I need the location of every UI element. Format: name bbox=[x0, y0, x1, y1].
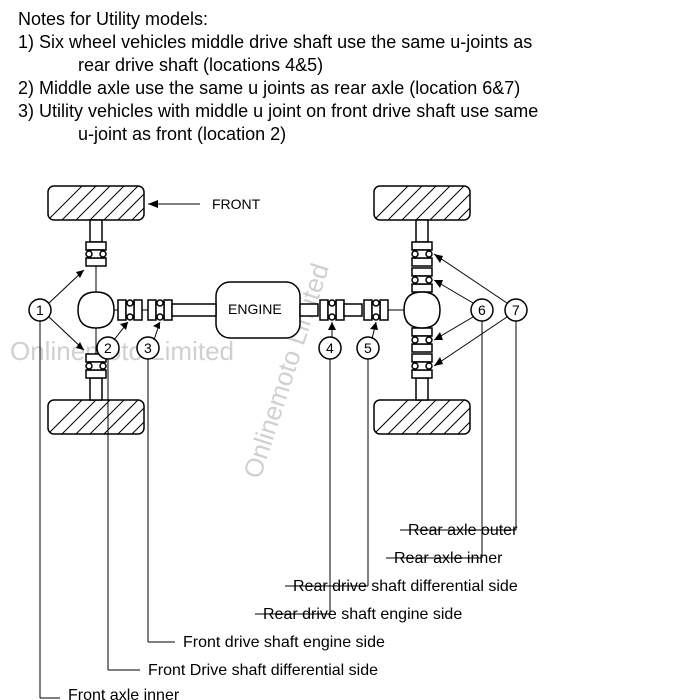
rear-differential bbox=[404, 292, 440, 328]
node-1: 1 bbox=[29, 299, 51, 321]
front-differential bbox=[78, 292, 114, 328]
callout-5: Rear drive shaft differential side bbox=[293, 578, 518, 595]
watermark-1: Onlinemoto Limited bbox=[10, 336, 234, 366]
axle-shaft bbox=[416, 378, 428, 400]
note-3: 3) Utility vehicles with middle u joint … bbox=[18, 100, 678, 123]
node-6: 6 bbox=[471, 299, 493, 321]
driveshaft-rear-stub bbox=[300, 304, 318, 316]
axle-shaft bbox=[416, 220, 428, 242]
note-2: 2) Middle axle use the same u joints as … bbox=[18, 77, 678, 100]
callout-4: Rear drive shaft engine side bbox=[263, 606, 462, 623]
ujoint-rear-axle-bot-inner bbox=[412, 328, 432, 352]
callout-3: Front drive shaft engine side bbox=[183, 634, 385, 651]
ujoint-rear-axle-top-outer bbox=[412, 242, 432, 266]
wheel-front-top bbox=[48, 186, 166, 220]
callout-7: Rear axle outer bbox=[408, 522, 518, 539]
svg-text:6: 6 bbox=[478, 302, 486, 318]
node-7: 7 bbox=[505, 299, 527, 321]
ujoint-rear-axle-top-inner bbox=[412, 268, 432, 292]
note-1-cont: rear drive shaft (locations 4&5) bbox=[18, 54, 678, 77]
drivetrain-diagram: Onlinemoto Limited Onlinemoto Limited FR… bbox=[0, 160, 700, 700]
note-1: 1) Six wheel vehicles middle drive shaft… bbox=[18, 31, 678, 54]
ujoint-loc2 bbox=[118, 300, 142, 320]
ujoint-loc5 bbox=[364, 300, 388, 320]
ujoint-rear-axle-bot-outer bbox=[412, 354, 432, 378]
front-label: FRONT bbox=[212, 196, 261, 212]
svg-text:4: 4 bbox=[326, 340, 334, 356]
node-4: 4 bbox=[319, 337, 341, 359]
notes-block: Notes for Utility models: 1) Six wheel v… bbox=[18, 8, 678, 146]
driveshaft-rear bbox=[344, 304, 362, 316]
driveshaft-front bbox=[172, 304, 216, 316]
ujoint-loc4 bbox=[320, 300, 344, 320]
node-2: 2 bbox=[97, 337, 119, 359]
axle-shaft bbox=[90, 220, 102, 242]
axle-shaft bbox=[90, 378, 102, 400]
engine-label: ENGINE bbox=[228, 301, 282, 317]
svg-text:1: 1 bbox=[36, 302, 44, 318]
node-5: 5 bbox=[357, 337, 379, 359]
callout-2: Front Drive shaft differential side bbox=[148, 662, 378, 679]
callout-6: Rear axle inner bbox=[394, 550, 503, 567]
svg-text:3: 3 bbox=[144, 340, 152, 356]
svg-text:2: 2 bbox=[104, 340, 112, 356]
wheel-rear-top bbox=[374, 186, 492, 220]
wheel-rear-bottom bbox=[374, 400, 492, 434]
node-3: 3 bbox=[137, 337, 159, 359]
svg-text:5: 5 bbox=[364, 340, 372, 356]
ujoint-loc3 bbox=[148, 300, 172, 320]
svg-text:7: 7 bbox=[512, 302, 520, 318]
ujoint-front-axle-top bbox=[86, 242, 106, 266]
callout-1: Front axle inner bbox=[68, 687, 180, 700]
note-3-cont: u-joint as front (location 2) bbox=[18, 123, 678, 146]
notes-title: Notes for Utility models: bbox=[18, 8, 678, 31]
